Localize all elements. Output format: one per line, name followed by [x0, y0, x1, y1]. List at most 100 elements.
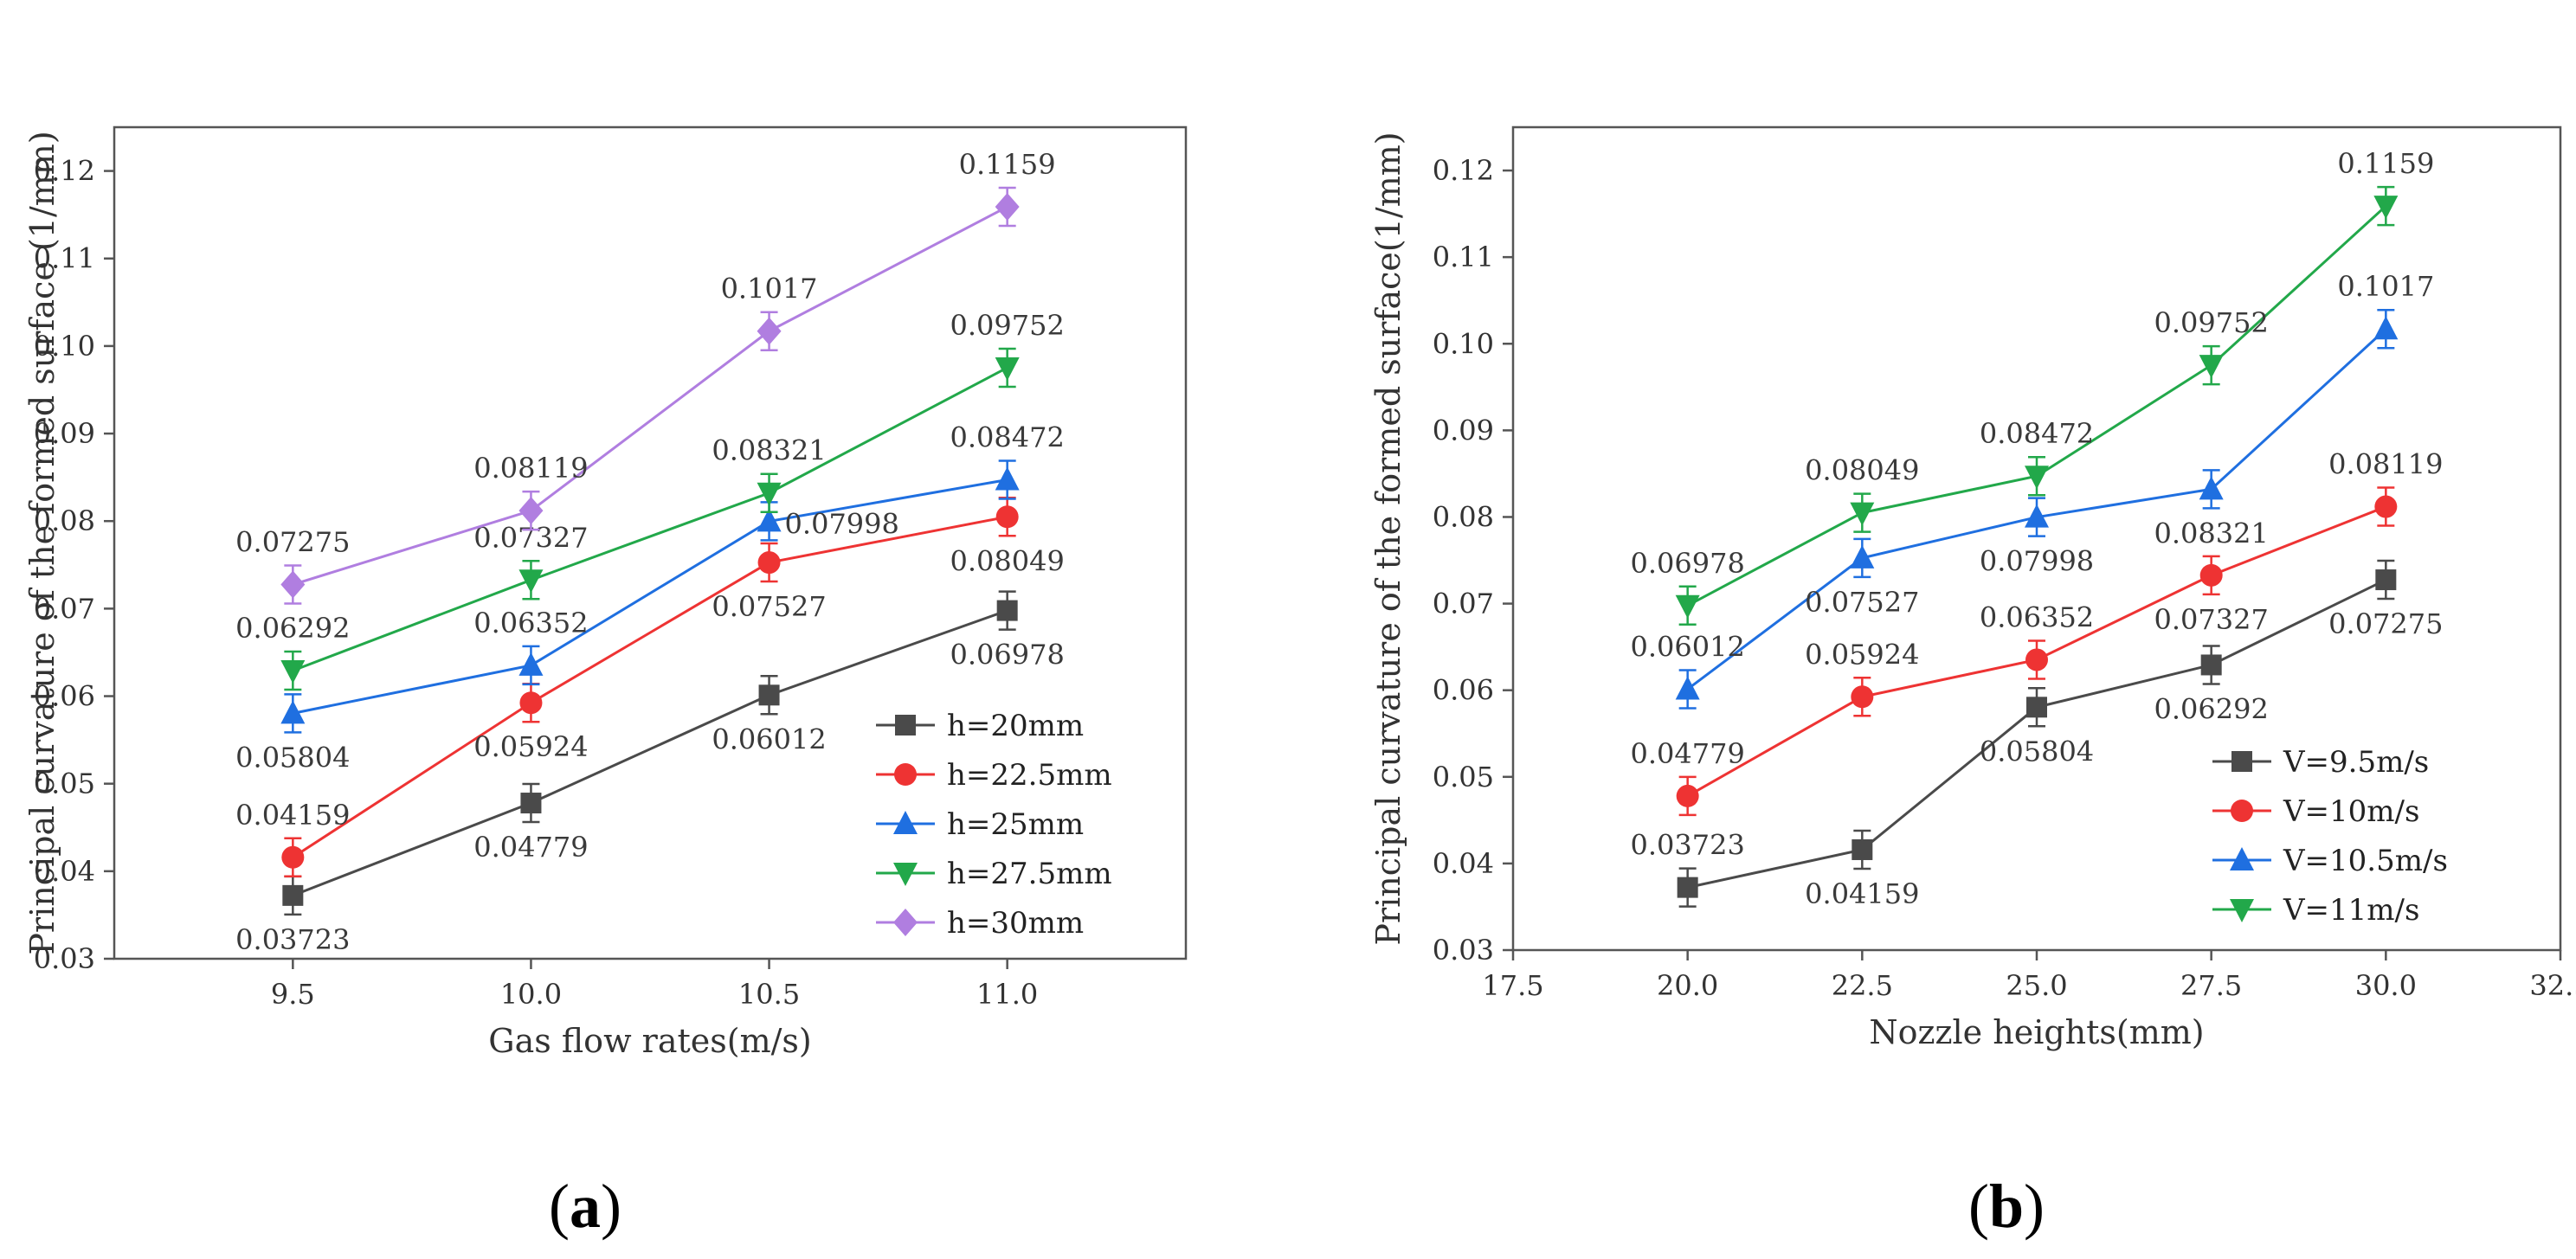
plot-frame — [113, 125, 1188, 960]
legend-label: h=27.5mm — [947, 857, 1112, 891]
legend-marker — [2231, 751, 2252, 772]
y-tick-label: 0.08 — [1433, 500, 1494, 533]
legend-label: h=20mm — [947, 709, 1084, 743]
series-h=20mm: 0.03723 0.04779 0.06012 0.06978 — [235, 590, 1065, 956]
y-tick-label: 0.12 — [1433, 154, 1494, 187]
series-line — [292, 366, 1008, 672]
data-label: 0.07998 — [785, 507, 899, 540]
data-point — [1675, 594, 1700, 619]
data-point — [995, 193, 1020, 222]
data-point — [2374, 495, 2398, 518]
x-tick-label: 27.5 — [2180, 969, 2242, 1002]
data-point — [2026, 697, 2047, 718]
data-point — [518, 652, 544, 676]
data-point — [1850, 544, 1875, 568]
data-label: 0.07327 — [2154, 603, 2269, 636]
y-tick-label: 0.10 — [1433, 327, 1494, 360]
data-label: 0.07527 — [712, 590, 826, 623]
series-V=10.5m/s: 0.06012 0.07527 0.07998 0.08321 0.1017 — [1631, 270, 2434, 710]
data-point — [2199, 476, 2224, 500]
y-tick-label: 0.08 — [34, 504, 95, 537]
data-point — [757, 317, 782, 345]
x-tick-label: 30.0 — [2355, 969, 2417, 1002]
data-point — [2025, 466, 2049, 490]
data-point — [1676, 784, 1699, 807]
y-tick-label: 0.05 — [1433, 761, 1494, 793]
caption-open-paren: ( — [549, 1172, 570, 1241]
y-tick-label: 0.06 — [34, 680, 95, 713]
data-label: 0.08049 — [1805, 454, 1919, 487]
data-label: 0.06352 — [473, 607, 588, 639]
data-point — [1677, 877, 1698, 898]
caption-close-paren: ) — [601, 1172, 621, 1241]
y-tick-label: 0.07 — [1433, 588, 1494, 620]
panel-caption: (a) — [549, 1172, 621, 1241]
data-label: 0.08119 — [473, 452, 588, 485]
data-label: 0.04159 — [1805, 877, 1919, 910]
data-label: 0.1017 — [721, 273, 818, 305]
series-V=10m/s: 0.04779 0.05924 0.06352 0.07327 0.08119 — [1631, 448, 2443, 817]
data-point — [2373, 196, 2399, 220]
data-label: 0.08472 — [1980, 417, 2094, 450]
data-point — [1675, 676, 1700, 700]
data-label: 0.08472 — [950, 421, 1065, 453]
data-label: 0.07527 — [1805, 586, 1919, 619]
legend-label: V=10m/s — [2283, 794, 2419, 829]
data-point — [520, 793, 542, 814]
data-label: 0.06292 — [235, 612, 350, 645]
data-point — [995, 357, 1020, 381]
data-label: 0.08321 — [2154, 517, 2269, 549]
legend-marker — [2230, 899, 2254, 922]
legend-label: V=9.5m/s — [2283, 745, 2429, 780]
data-point — [280, 659, 306, 684]
y-tick-label: 0.09 — [34, 417, 95, 450]
series-h=22.5mm: 0.04159 0.05924 0.07527 0.08049 — [235, 497, 1065, 878]
y-tick-label: 0.04 — [1433, 847, 1494, 880]
y-tick-label: 0.09 — [1433, 414, 1494, 446]
data-label: 0.06292 — [2154, 692, 2269, 725]
data-point — [282, 884, 304, 906]
series-h=30mm: 0.07275 0.08119 0.1017 0.1159 — [235, 148, 1056, 605]
legend: V=9.5m/s V=10m/s V=10.5m/s V=11m/s — [2212, 745, 2448, 928]
x-axis-title: Nozzle heights(mm) — [1869, 1013, 2204, 1051]
y-tick-label: 0.03 — [1433, 934, 1494, 967]
data-point — [996, 600, 1018, 621]
x-tick-label: 11.0 — [976, 978, 1038, 1011]
data-label: 0.07998 — [1980, 545, 2094, 578]
data-label: 0.05924 — [1805, 638, 1919, 671]
data-point — [2025, 504, 2049, 528]
legend-label: V=11m/s — [2283, 893, 2419, 928]
series-line — [292, 515, 1008, 859]
data-point — [2200, 654, 2222, 676]
data-label: 0.07275 — [235, 526, 350, 559]
data-point — [2375, 569, 2397, 591]
data-point — [1851, 685, 1874, 709]
y-tick-label: 0.11 — [1433, 241, 1494, 273]
data-point — [995, 466, 1020, 491]
caption-close-paren: ) — [2024, 1172, 2045, 1241]
data-point — [757, 482, 782, 506]
data-point — [757, 508, 782, 532]
data-label: 0.05924 — [473, 730, 588, 763]
x-tick-label: 10.0 — [500, 978, 562, 1011]
data-point — [757, 551, 781, 575]
data-label: 0.1159 — [2337, 147, 2434, 180]
legend-label: V=10.5m/s — [2283, 844, 2448, 878]
legend-marker — [2231, 800, 2253, 822]
x-tick-label: 10.5 — [738, 978, 800, 1011]
data-point — [518, 497, 544, 525]
data-label: 0.03723 — [235, 923, 350, 956]
y-tick-label: 0.03 — [34, 942, 95, 975]
data-label: 0.04779 — [1631, 737, 1745, 770]
y-tick-label: 0.10 — [34, 330, 95, 363]
legend-marker — [893, 811, 918, 834]
data-label: 0.08049 — [950, 544, 1065, 577]
data-point — [2199, 355, 2224, 379]
y-tick-label: 0.04 — [34, 855, 95, 888]
legend-label: h=30mm — [947, 906, 1084, 941]
series-line — [292, 205, 1008, 586]
series-line — [292, 609, 1008, 897]
data-point — [280, 570, 306, 599]
data-point — [2025, 648, 2048, 671]
